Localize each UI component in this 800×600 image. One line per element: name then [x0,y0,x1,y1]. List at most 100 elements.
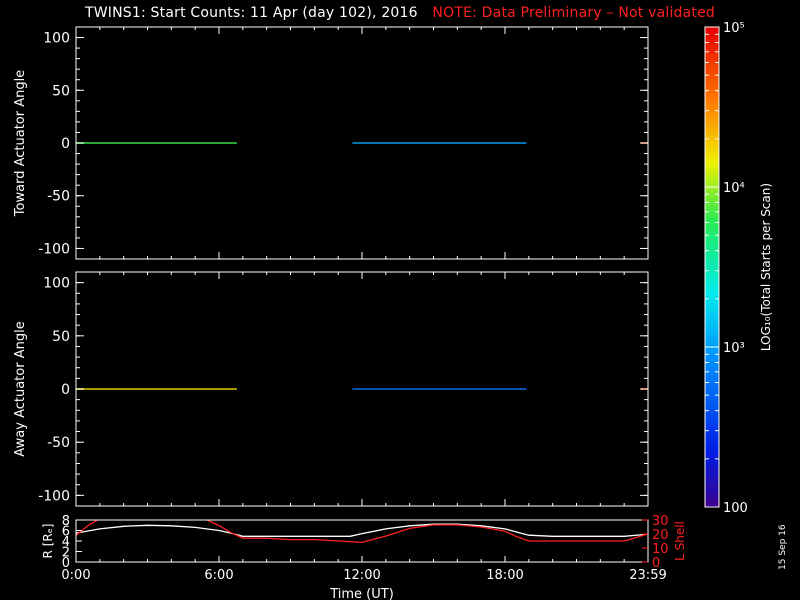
colorbar-band [705,181,719,184]
colorbar-band [705,257,719,260]
colorbar-band [705,277,719,280]
colorbar-band [705,287,719,290]
colorbar-band [705,159,719,162]
colorbar-band [705,167,719,170]
y-axis-label: Away Actuator Angle [13,321,28,456]
colorbar-band [705,269,719,272]
orbit-y-tick-label: 8 [62,514,70,529]
colorbar-band [705,163,719,166]
date-stamp: 15 Sep 16 [778,524,788,570]
colorbar-band [705,229,719,232]
colorbar-band [705,295,719,298]
colorbar-band [705,479,719,482]
colorbar-band [705,435,719,438]
colorbar-band [705,437,719,440]
colorbar-band [705,151,719,154]
colorbar-band [705,417,719,420]
colorbar-band [705,41,719,44]
colorbar-band [705,371,719,374]
colorbar-band [705,453,719,456]
colorbar-band [705,75,719,78]
colorbar-band [705,477,719,480]
colorbar-band [705,319,719,322]
colorbar-band [705,61,719,64]
colorbar-band [705,185,719,188]
colorbar-band [705,413,719,416]
colorbar-band [705,77,719,80]
colorbar-band [705,199,719,202]
colorbar-band [705,497,719,500]
colorbar-band [705,285,719,288]
colorbar-band [705,65,719,68]
colorbar-band [705,249,719,252]
x-tick-label: 12:00 [343,568,380,583]
colorbar-band [705,31,719,34]
x-tick-label: 18:00 [486,568,523,583]
colorbar-band [705,59,719,62]
colorbar-band [705,379,719,382]
colorbar-tick-label: 10⁴ [723,181,745,196]
colorbar-band [705,99,719,102]
colorbar-band [705,483,719,486]
colorbar-band [705,397,719,400]
colorbar-band [705,425,719,428]
colorbar-band [705,271,719,274]
colorbar-band [705,251,719,254]
colorbar-band [705,385,719,388]
colorbar-band [705,205,719,208]
colorbar-band [705,255,719,258]
colorbar-band [705,317,719,320]
colorbar-band [705,117,719,120]
colorbar-band [705,135,719,138]
colorbar-band [705,403,719,406]
orbit-y-axis-label: R [Rₑ] [41,524,55,559]
colorbar-band [705,445,719,448]
colorbar-band [705,307,719,310]
colorbar-band [705,343,719,346]
colorbar-band [705,233,719,236]
y-tick-label: 100 [43,31,70,47]
colorbar-band [705,55,719,58]
colorbar-band [705,223,719,226]
colorbar-band [705,133,719,136]
colorbar-label: LOG₁₀(Total Starts per Scan) [759,183,773,351]
colorbar-band [705,313,719,316]
colorbar-band [705,143,719,146]
colorbar-band [705,127,719,130]
colorbar-band [705,405,719,408]
colorbar-band [705,209,719,212]
colorbar-band [705,351,719,354]
colorbar-band [705,495,719,498]
colorbar-band [705,467,719,470]
colorbar-band [705,301,719,304]
colorbar-band [705,183,719,186]
colorbar-band [705,465,719,468]
colorbar-band [705,119,719,122]
colorbar-band [705,449,719,452]
colorbar-band [705,387,719,390]
colorbar-band [705,451,719,454]
heatmap-panel-toward: 100 50 0 -50 -100 Toward Actuator Angle [13,26,649,260]
colorbar-band [705,493,719,496]
colorbar-band [705,241,719,244]
colorbar-band [705,123,719,126]
colorbar-band [705,359,719,362]
r-distance-line [76,523,648,537]
colorbar-band [705,47,719,50]
colorbar-band [705,37,719,40]
colorbar-band [705,237,719,240]
colorbar-band [705,395,719,398]
colorbar-band [705,247,719,250]
colorbar-band [705,373,719,376]
colorbar-band [705,505,719,508]
colorbar-band [705,85,719,88]
colorbar-band [705,501,719,504]
colorbar-band [705,457,719,460]
colorbar-band [705,149,719,152]
colorbar-band [705,299,719,302]
colorbar-band [705,43,719,46]
colorbar-band [705,327,719,330]
x-axis-label: Time (UT) [329,587,394,600]
title-main: TWINS1: Start Counts: 11 Apr (day 102), … [85,5,418,21]
